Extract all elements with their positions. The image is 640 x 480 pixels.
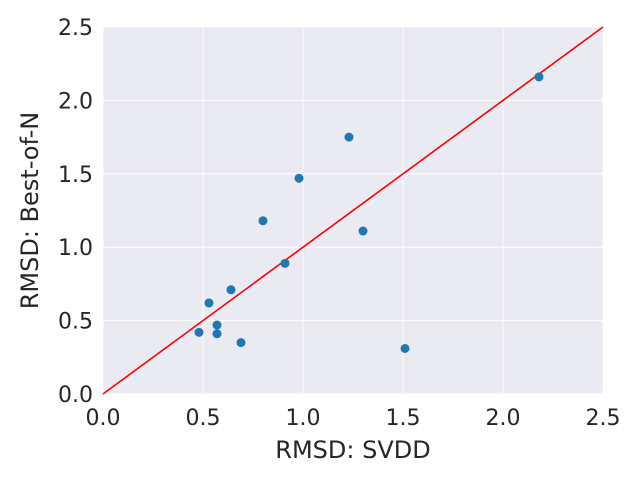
reference-line-layer bbox=[102, 26, 604, 395]
data-point bbox=[212, 329, 222, 339]
y-tick-label: 0.0 bbox=[58, 383, 93, 408]
y-tick-label: 2.0 bbox=[58, 89, 93, 114]
data-point bbox=[236, 338, 246, 348]
reference-line bbox=[102, 26, 604, 395]
data-point bbox=[212, 320, 222, 330]
data-points bbox=[194, 72, 544, 353]
x-axis-title: RMSD: SVDD bbox=[275, 436, 430, 464]
y-tick-label: 1.0 bbox=[58, 236, 93, 261]
x-tick-label: 0.0 bbox=[86, 406, 121, 431]
data-point bbox=[204, 298, 214, 308]
y-tick-labels: 0.0 0.5 1.0 1.5 2.0 2.5 bbox=[58, 16, 93, 408]
x-tick-label: 0.5 bbox=[186, 406, 221, 431]
data-point bbox=[358, 226, 368, 236]
grid-lines bbox=[102, 26, 604, 395]
data-point bbox=[534, 72, 544, 82]
data-point bbox=[400, 343, 410, 353]
x-tick-label: 2.5 bbox=[586, 406, 621, 431]
x-tick-label: 2.0 bbox=[486, 406, 521, 431]
x-tick-label: 1.5 bbox=[386, 406, 421, 431]
data-point bbox=[226, 285, 236, 295]
data-point bbox=[280, 258, 290, 268]
x-tick-label: 1.0 bbox=[286, 406, 321, 431]
data-point bbox=[344, 132, 354, 142]
y-tick-label: 0.5 bbox=[58, 310, 93, 335]
data-point bbox=[194, 327, 204, 337]
data-point bbox=[294, 173, 304, 183]
y-tick-label: 1.5 bbox=[58, 163, 93, 188]
data-point bbox=[258, 216, 268, 226]
y-axis-title: RMSD: Best-of-N bbox=[16, 112, 44, 310]
y-tick-label: 2.5 bbox=[58, 16, 93, 41]
x-tick-labels: 0.0 0.5 1.0 1.5 2.0 2.5 bbox=[86, 406, 621, 431]
